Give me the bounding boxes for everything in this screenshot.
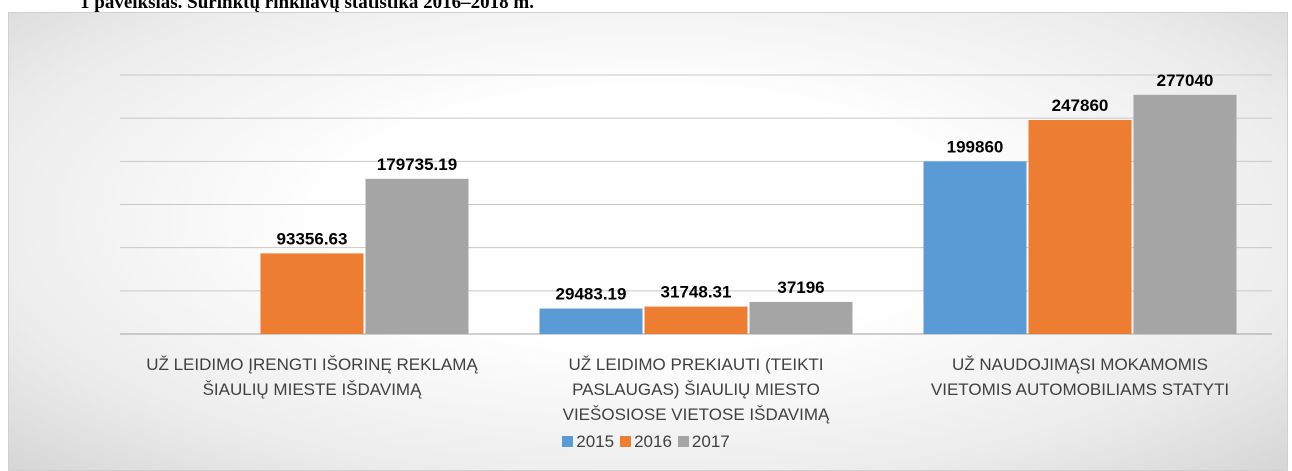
data-label: 31748.31 [661, 283, 732, 302]
x-tick-label: UŽ LEIDIMO ĮRENGTI IŠORINĘ REKLAMĄ ŠIAUL… [146, 355, 478, 399]
legend-label: 2015 [576, 432, 615, 451]
legend-item: 2016 [620, 432, 672, 452]
data-label: 179735.19 [377, 155, 457, 174]
bar [539, 308, 643, 334]
bar [1133, 94, 1237, 334]
legend-label: 2017 [691, 432, 730, 451]
data-label: 93356.63 [277, 229, 348, 248]
data-label: 199860 [947, 137, 1004, 156]
legend-swatch [620, 436, 632, 447]
legend-item: 2015 [562, 432, 614, 452]
bar [365, 178, 469, 334]
legend-swatch [677, 436, 689, 447]
legend-swatch [562, 436, 574, 447]
bar [260, 253, 364, 334]
legend-item: 2017 [677, 432, 730, 452]
data-label: 29483.19 [556, 285, 627, 304]
chart-title: 1 paveikslas. Surinktų rinkliavų statist… [80, 0, 534, 13]
data-label: 247860 [1052, 96, 1109, 115]
data-label: 277040 [1157, 71, 1214, 90]
bar [923, 161, 1027, 334]
legend-label: 2016 [634, 432, 672, 451]
legend: 2015 2016 2017 [0, 432, 1292, 452]
bar [1028, 120, 1132, 335]
bar [644, 306, 748, 334]
x-tick-label: UŽ LEIDIMO PREKIAUTI (TEIKTI PASLAUGAS) … [562, 355, 830, 424]
x-tick-label: UŽ NAUDOJIMĄSI MOKAMOMIS VIETOMIS AUTOMO… [930, 355, 1230, 399]
data-label: 37196 [777, 278, 824, 297]
bar [749, 301, 853, 334]
